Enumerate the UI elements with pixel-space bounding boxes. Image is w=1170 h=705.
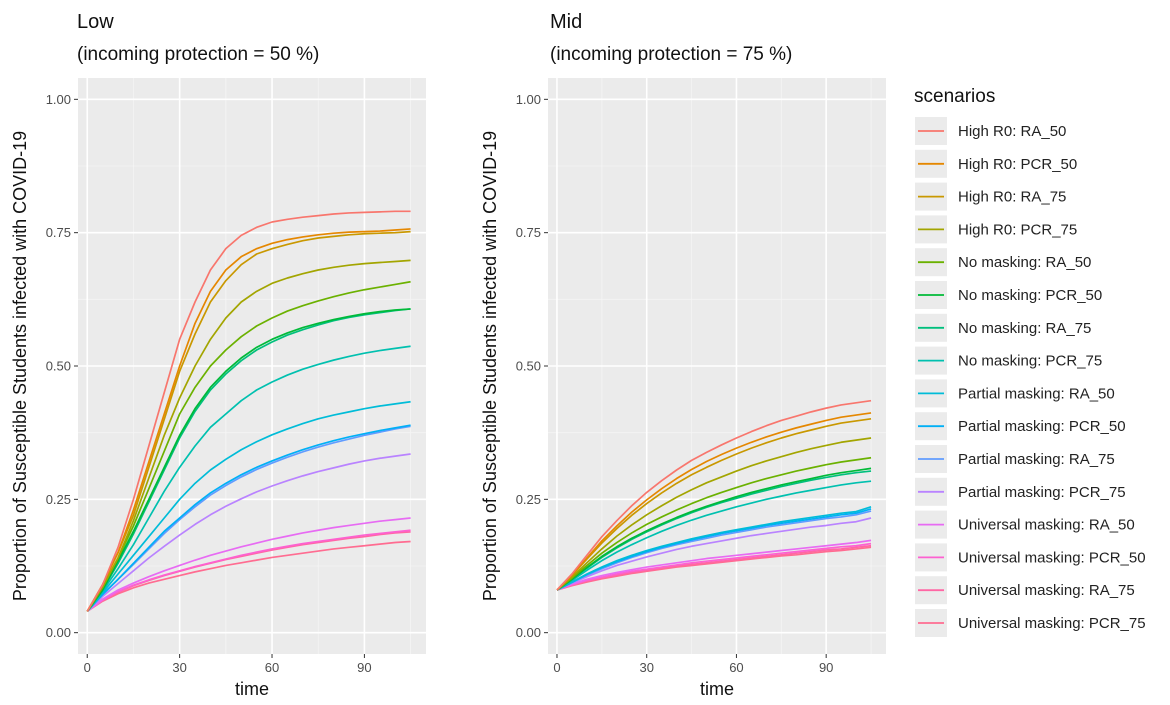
series-line-13	[86, 529, 411, 613]
legend-label-15: Universal masking: PCR_75	[958, 615, 1146, 632]
legend-label-0: High R0: RA_50	[958, 123, 1066, 140]
panel-subtitle: (incoming protection = 75 %)	[550, 44, 792, 65]
legend-label-8: Partial masking: RA_50	[958, 385, 1115, 402]
y-axis-label: Proportion of Susceptible Students infec…	[10, 131, 30, 601]
series-line-2	[556, 417, 872, 591]
x-tick-label: 30	[172, 660, 186, 675]
series-line-4	[556, 456, 872, 591]
panel-subtitle: (incoming protection = 50 %)	[77, 44, 319, 65]
x-axis-label: time	[235, 679, 269, 699]
y-tick-label: 0.00	[516, 625, 541, 640]
series-line-10	[556, 510, 872, 591]
series-line-6	[556, 470, 872, 591]
x-tick-label: 60	[265, 660, 279, 675]
series-line-11	[556, 517, 872, 591]
legend-label-3: High R0: PCR_75	[958, 221, 1077, 238]
series-line-15	[556, 546, 872, 591]
series-line-7	[86, 345, 411, 612]
x-tick-label: 0	[84, 660, 91, 675]
legend-label-12: Universal masking: RA_50	[958, 517, 1135, 534]
legend-title: scenarios	[914, 86, 995, 107]
series-line-12	[86, 517, 411, 612]
y-axis-label: Proportion of Susceptible Students infec…	[480, 131, 500, 601]
x-tick-label: 30	[639, 660, 653, 675]
y-tick-label: 0.50	[46, 359, 71, 374]
series-line-4	[86, 280, 411, 612]
y-tick-label: 0.75	[516, 225, 541, 240]
legend-label-5: No masking: PCR_50	[958, 287, 1102, 304]
series-line-15	[86, 540, 411, 613]
y-tick-label: 1.00	[516, 92, 541, 107]
y-tick-label: 0.50	[516, 359, 541, 374]
series-line-3	[86, 259, 411, 612]
series-line-6	[86, 308, 411, 612]
panel-title: Low	[77, 11, 114, 33]
legend-label-14: Universal masking: RA_75	[958, 582, 1135, 599]
x-tick-label: 60	[729, 660, 743, 675]
y-tick-label: 0.00	[46, 625, 71, 640]
y-tick-label: 0.25	[516, 492, 541, 507]
legend-label-4: No masking: RA_50	[958, 254, 1091, 271]
legend-label-7: No masking: PCR_75	[958, 353, 1102, 370]
series-line-8	[86, 400, 411, 612]
series-line-2	[86, 230, 411, 612]
series-line-0	[556, 399, 872, 591]
series-line-3	[556, 437, 872, 591]
legend-label-13: Universal masking: PCR_50	[958, 549, 1146, 566]
series-line-10	[86, 425, 411, 612]
legend-label-6: No masking: RA_75	[958, 320, 1091, 337]
y-tick-label: 0.25	[46, 492, 71, 507]
series-line-11	[86, 453, 411, 612]
panel-1: 0.00 0.25 0.50 0.75 1.00 0 30 60 90 Mid (incoming …	[480, 11, 886, 699]
series-line-0	[86, 210, 411, 612]
x-tick-label: 90	[357, 660, 371, 675]
x-tick-label: 0	[553, 660, 560, 675]
legend: scenarios High R0: RA_50 High R0: PCR_50 Hi…	[914, 86, 1146, 637]
series-line-12	[556, 539, 872, 591]
legend-label-9: Partial masking: PCR_50	[958, 418, 1126, 435]
series-line-1	[556, 412, 872, 591]
x-tick-label: 90	[819, 660, 833, 675]
panel-title: Mid	[550, 11, 582, 33]
y-tick-label: 0.75	[46, 225, 71, 240]
series-line-5	[86, 308, 411, 612]
panel-0: 0.00 0.25 0.50 0.75 1.00 0 30 60 90 Low (incoming …	[10, 11, 426, 699]
legend-label-2: High R0: RA_75	[958, 189, 1066, 206]
series-line-13	[556, 542, 872, 591]
y-tick-label: 1.00	[46, 92, 71, 107]
series-line-7	[556, 480, 872, 591]
series-line-5	[556, 467, 872, 591]
legend-label-1: High R0: PCR_50	[958, 156, 1077, 173]
legend-label-10: Partial masking: RA_75	[958, 451, 1115, 468]
series-line-9	[86, 424, 411, 612]
legend-label-11: Partial masking: PCR_75	[958, 484, 1126, 501]
series-line-8	[556, 505, 872, 591]
series-line-1	[86, 228, 411, 612]
x-axis-label: time	[700, 679, 734, 699]
